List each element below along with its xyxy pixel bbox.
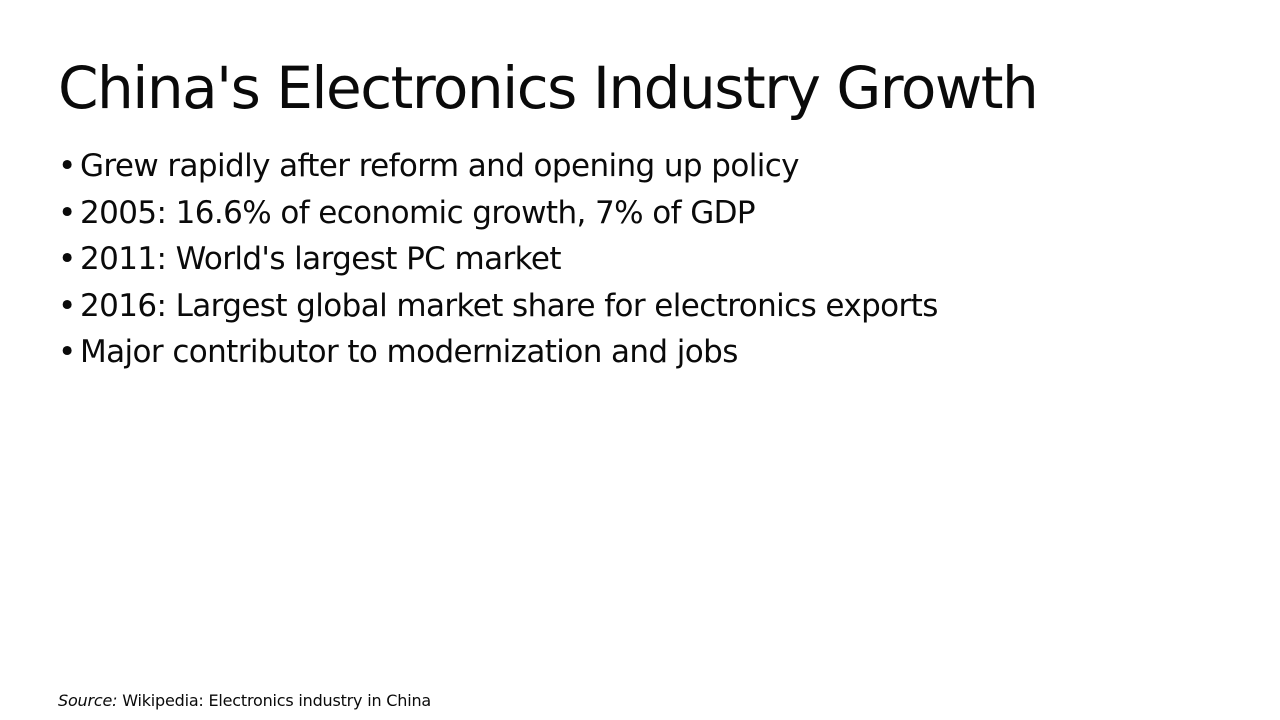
bullet-dot-icon: • xyxy=(58,287,76,324)
bullet-list: • Grew rapidly after reform and opening … xyxy=(58,143,938,376)
bullet-item: • 2005: 16.6% of economic growth, 7% of … xyxy=(58,190,938,237)
bullet-text: 2005: 16.6% of economic growth, 7% of GD… xyxy=(80,194,756,231)
bullet-item: • Major contributor to modernization and… xyxy=(58,329,938,376)
bullet-item: • 2016: Largest global market share for … xyxy=(58,283,938,330)
bullet-text: 2011: World's largest PC market xyxy=(80,241,561,277)
bullet-dot-icon: • xyxy=(58,334,76,370)
bullet-item: • Grew rapidly after reform and opening … xyxy=(58,143,938,190)
bullet-dot-icon: • xyxy=(58,241,76,277)
bullet-dot-icon: • xyxy=(58,194,76,231)
source-label: Source: xyxy=(58,691,118,710)
bullet-text: Grew rapidly after reform and opening up… xyxy=(80,148,800,184)
bullet-item: • 2011: World's largest PC market xyxy=(58,236,938,283)
bullet-dot-icon: • xyxy=(58,148,76,184)
bullet-text: 2016: Largest global market share for el… xyxy=(80,287,938,324)
bullet-text: Major contributor to modernization and j… xyxy=(80,334,738,370)
source-text: Wikipedia: Electronics industry in China xyxy=(122,691,431,710)
slide-title: China's Electronics Industry Growth xyxy=(58,54,1039,122)
source-citation: Source: Wikipedia: Electronics industry … xyxy=(58,689,431,713)
